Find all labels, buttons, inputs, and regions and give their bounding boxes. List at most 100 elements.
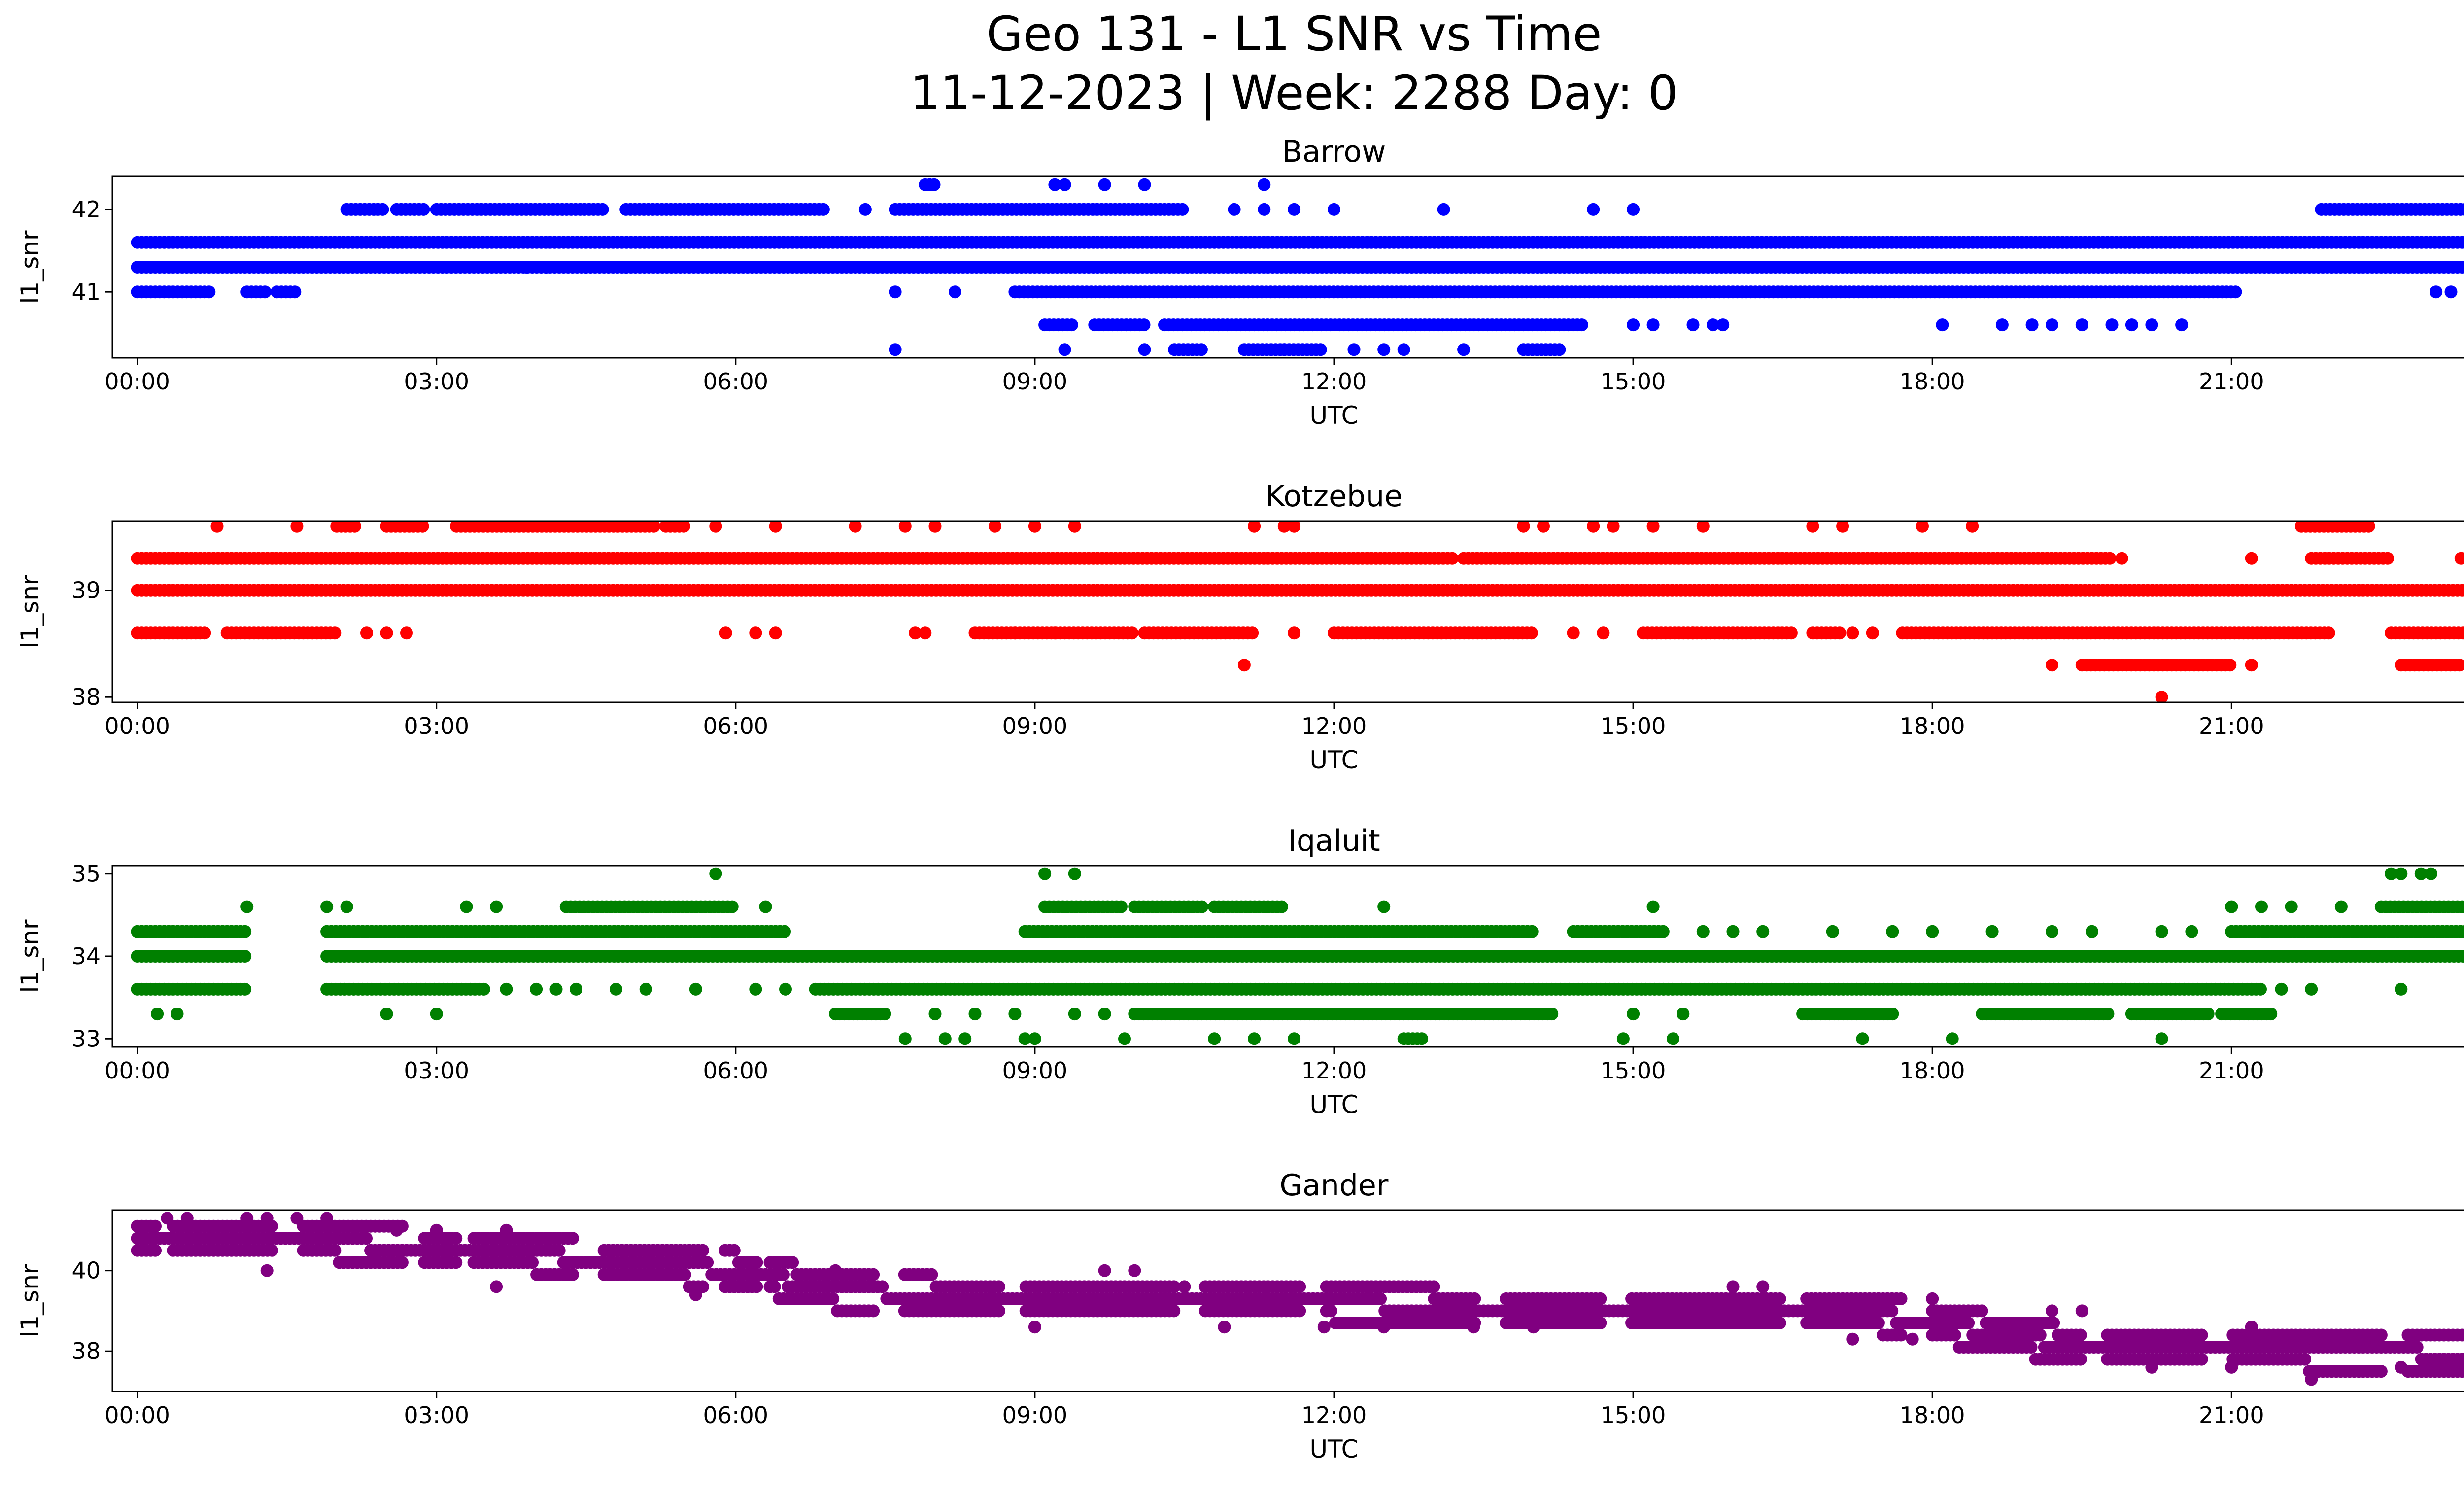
- data-point: [1137, 318, 1151, 332]
- data-point: [2046, 659, 2058, 672]
- data-point: [2125, 318, 2138, 332]
- data-point: [1377, 900, 1391, 913]
- y-axis-label: l1_snr: [16, 575, 44, 648]
- x-tick-label: 09:00: [1002, 1057, 1068, 1084]
- data-point: [417, 203, 430, 216]
- data-point: [1716, 318, 1730, 332]
- data-point: [759, 900, 772, 913]
- data-point: [1597, 626, 1610, 640]
- data-point: [2322, 626, 2335, 640]
- data-point: [1288, 521, 1301, 533]
- data-point: [1098, 1008, 1111, 1021]
- y-axis-label: l1_snr: [16, 919, 44, 993]
- x-tick-label: 12:00: [1301, 368, 1367, 395]
- data-point: [1114, 900, 1128, 913]
- x-tick-label: 12:00: [1301, 1057, 1367, 1084]
- x-tick-label: 18:00: [1900, 713, 1965, 739]
- data-point: [360, 626, 373, 640]
- data-point: [1018, 1032, 1031, 1045]
- data-point: [151, 1008, 164, 1021]
- data-point: [2103, 552, 2117, 565]
- x-axis-label: UTC: [1309, 1090, 1358, 1119]
- data-point: [1926, 925, 1939, 938]
- data-point: [2385, 867, 2398, 880]
- data-point: [2425, 867, 2437, 880]
- data-point: [2395, 982, 2408, 996]
- data-point: [1048, 178, 1061, 191]
- data-point: [540, 261, 553, 274]
- data-point: [1288, 626, 1301, 640]
- panel-title: Kotzebue: [1266, 479, 1403, 514]
- data-point: [1846, 626, 1859, 640]
- data-point: [1314, 343, 1327, 356]
- data-point: [549, 982, 563, 996]
- data-point: [1667, 1032, 1679, 1045]
- data-point: [1248, 521, 1261, 533]
- data-point: [928, 1008, 942, 1021]
- data-point: [1866, 626, 1879, 640]
- data-point: [2046, 925, 2058, 938]
- data-point: [1656, 925, 1670, 938]
- data-point: [149, 1244, 162, 1257]
- data-point: [1195, 343, 1208, 356]
- data-point: [239, 925, 252, 938]
- data-point: [2201, 1008, 2215, 1021]
- data-point: [949, 285, 961, 299]
- data-point: [1397, 343, 1410, 356]
- data-point: [1126, 626, 1139, 640]
- data-point: [677, 521, 690, 533]
- data-point: [2430, 285, 2443, 299]
- data-point: [1677, 1008, 1690, 1021]
- data-point: [858, 203, 872, 216]
- data-point: [580, 261, 593, 274]
- x-tick-label: 18:00: [1900, 1057, 1965, 1084]
- data-point: [328, 626, 342, 640]
- data-point: [2460, 236, 2464, 248]
- data-point: [1696, 925, 1710, 938]
- data-point: [240, 900, 254, 913]
- data-point: [2264, 1008, 2278, 1021]
- data-point: [2225, 900, 2238, 913]
- x-tick-label: 00:00: [104, 368, 170, 395]
- data-point: [2075, 318, 2088, 332]
- data-point: [1553, 343, 1566, 356]
- data-point: [2459, 552, 2464, 565]
- x-tick-label: 21:00: [2199, 368, 2264, 395]
- data-point: [258, 285, 272, 299]
- data-point: [376, 203, 389, 216]
- data-point: [2460, 901, 2464, 913]
- data-point: [239, 982, 252, 996]
- data-point: [2175, 318, 2189, 332]
- y-axis-label: l1_snr: [16, 230, 44, 304]
- data-point: [1525, 626, 1538, 640]
- x-tick-label: 21:00: [2199, 713, 2264, 739]
- x-tick-label: 18:00: [1900, 368, 1965, 395]
- x-tick-label: 03:00: [404, 368, 469, 395]
- data-point: [647, 521, 660, 533]
- data-point: [989, 521, 1001, 533]
- data-point: [1176, 203, 1189, 216]
- data-point: [1985, 925, 1999, 938]
- data-points: [131, 867, 2464, 1045]
- data-point: [2460, 261, 2464, 274]
- panel-title: Barrow: [1282, 135, 1386, 169]
- data-point: [639, 982, 652, 996]
- data-point: [778, 925, 791, 938]
- panel-title: Iqaluit: [1288, 824, 1380, 858]
- data-point: [198, 626, 211, 640]
- data-point: [1437, 203, 1450, 216]
- data-point: [210, 521, 224, 533]
- data-point: [1525, 925, 1539, 938]
- data-point: [239, 950, 252, 963]
- x-tick-label: 12:00: [1301, 713, 1367, 739]
- data-point: [2461, 950, 2464, 962]
- data-point: [2155, 691, 2168, 702]
- data-point: [2461, 627, 2464, 639]
- x-tick-label: 15:00: [1601, 368, 1666, 395]
- data-point: [719, 626, 732, 640]
- data-point: [1966, 521, 1979, 533]
- data-point: [1946, 1032, 1959, 1045]
- data-point: [909, 626, 922, 640]
